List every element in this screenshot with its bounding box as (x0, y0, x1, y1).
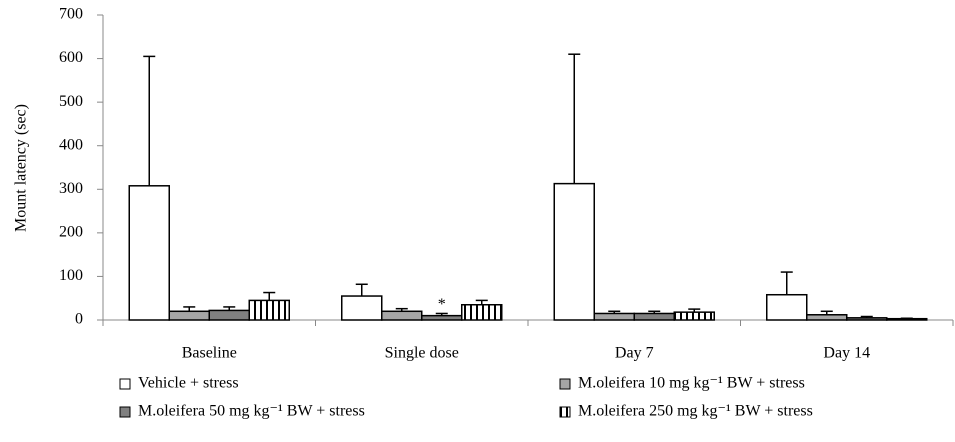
bar (633, 312, 675, 321)
annotation: * (438, 296, 446, 313)
legend-label: Vehicle + stress (138, 375, 239, 392)
legend-swatch (559, 406, 571, 418)
bar (846, 317, 888, 321)
x-tick-label: Baseline (182, 345, 237, 362)
bar (553, 182, 595, 321)
legend-label: M.oleifera 10 mg kg⁻¹ BW + stress (578, 375, 805, 392)
x-tick-label: Day 7 (615, 345, 654, 362)
legend-swatch (119, 406, 131, 418)
bar (128, 185, 170, 321)
bar (461, 304, 503, 321)
bar (421, 314, 463, 321)
legend-label: M.oleifera 250 mg kg⁻¹ BW + stress (578, 403, 813, 420)
y-tick-label: 100 (59, 267, 83, 284)
y-tick-label: 700 (59, 6, 83, 23)
y-tick-label: 200 (59, 224, 83, 241)
y-tick-label: 500 (59, 93, 83, 110)
bar (168, 310, 210, 321)
y-tick-label: 0 (75, 311, 83, 328)
bar (208, 309, 250, 321)
bar (248, 299, 290, 321)
bar (593, 312, 635, 321)
bar (886, 317, 928, 321)
bar (673, 311, 715, 321)
legend-swatch (559, 378, 571, 390)
bar (341, 295, 383, 321)
y-tick-label: 400 (59, 136, 83, 153)
bar (766, 293, 808, 321)
bar (381, 310, 423, 321)
legend-label: M.oleifera 50 mg kg⁻¹ BW + stress (138, 403, 365, 420)
x-tick-label: Day 14 (823, 345, 870, 362)
y-tick-label: 600 (59, 49, 83, 66)
y-axis-label: Mount latency (sec) (13, 104, 30, 232)
x-tick-label: Single dose (385, 345, 459, 362)
y-tick-label: 300 (59, 180, 83, 197)
bar (806, 314, 848, 321)
legend-swatch (119, 378, 131, 390)
